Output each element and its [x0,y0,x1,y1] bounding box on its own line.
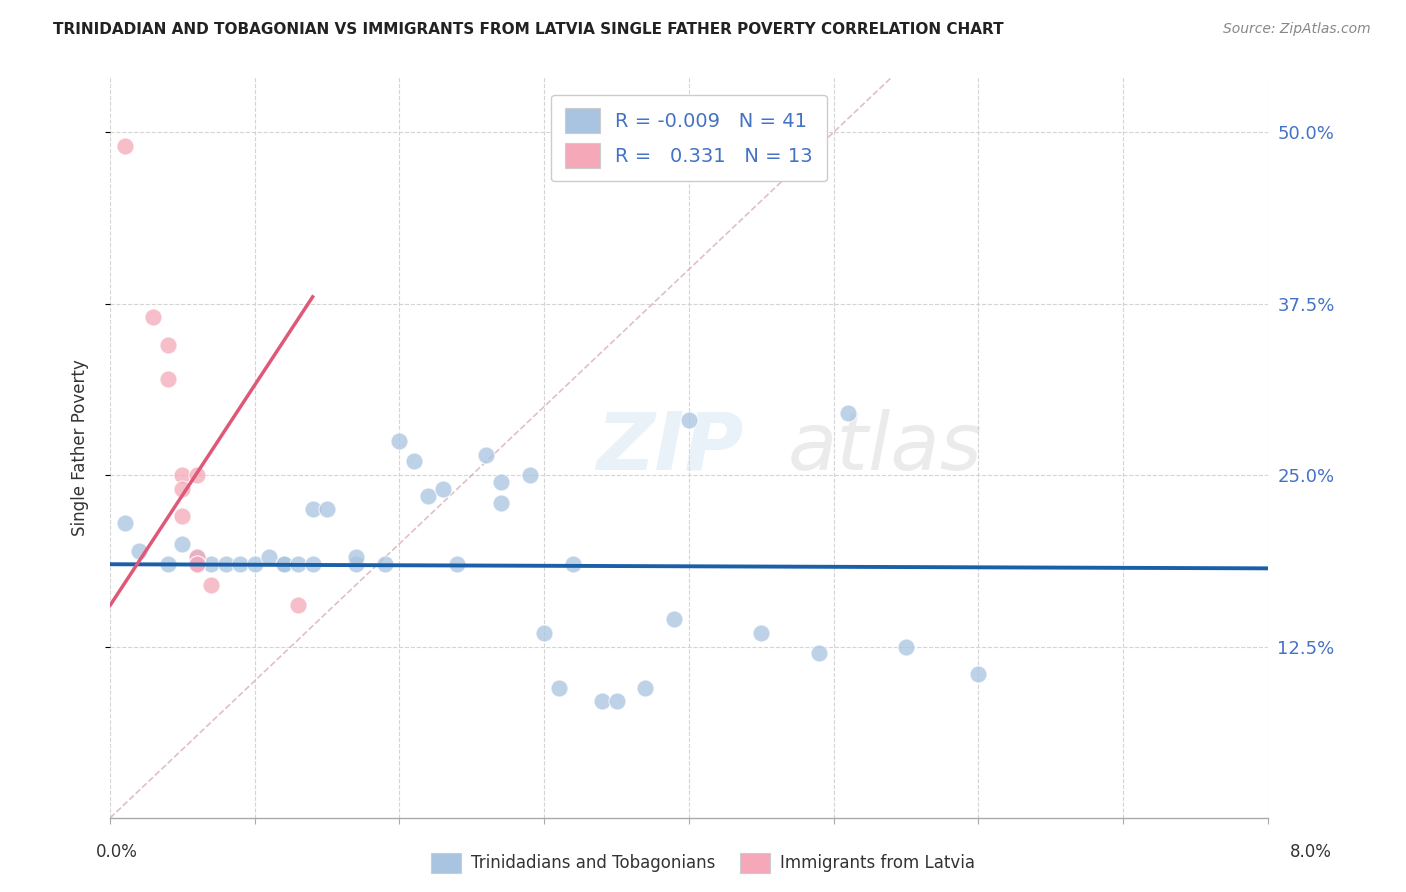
Point [301,558,323,572]
Point [547,681,569,695]
Text: 8.0%: 8.0% [1289,843,1331,861]
Point [186,468,208,483]
Point [156,558,179,572]
Point [634,681,657,695]
Point [808,646,831,660]
Point [114,516,136,530]
Point [605,694,627,708]
Point [344,550,367,565]
Point [200,558,222,572]
Point [172,482,194,496]
Legend: R = -0.009   N = 41, R =   0.331   N = 13: R = -0.009 N = 41, R = 0.331 N = 13 [551,95,827,181]
Point [128,543,150,558]
Point [287,558,309,572]
Point [215,558,238,572]
Point [967,667,990,681]
Point [489,495,512,509]
Text: TRINIDADIAN AND TOBAGONIAN VS IMMIGRANTS FROM LATVIA SINGLE FATHER POVERTY CORRE: TRINIDADIAN AND TOBAGONIAN VS IMMIGRANTS… [53,22,1004,37]
Point [186,558,208,572]
Point [749,625,772,640]
Point [273,558,295,572]
Point [894,640,917,654]
Point [200,578,222,592]
Point [156,338,179,352]
Point [388,434,411,448]
Point [301,502,323,516]
Point [257,550,280,565]
Point [156,372,179,386]
Point [229,558,252,572]
Text: Source: ZipAtlas.com: Source: ZipAtlas.com [1223,22,1371,37]
Point [664,612,686,626]
Point [172,468,194,483]
Point [243,558,266,572]
Y-axis label: Single Father Poverty: Single Father Poverty [72,359,89,536]
Point [287,599,309,613]
Point [186,550,208,565]
Point [172,509,194,524]
Point [432,482,454,496]
Point [374,558,396,572]
Point [837,406,859,420]
Point [489,475,512,489]
Point [533,625,555,640]
Point [475,448,498,462]
Point [273,558,295,572]
Text: ZIP: ZIP [596,409,744,487]
Point [519,468,541,483]
Point [562,558,585,572]
Point [678,413,700,427]
Point [172,536,194,550]
Point [186,550,208,565]
Point [142,310,165,325]
Point [591,694,613,708]
Point [186,558,208,572]
Point [316,502,339,516]
Legend: Trinidadians and Tobagonians, Immigrants from Latvia: Trinidadians and Tobagonians, Immigrants… [425,847,981,880]
Point [344,558,367,572]
Text: atlas: atlas [787,409,981,487]
Point [402,454,425,468]
Point [418,489,440,503]
Text: 0.0%: 0.0% [96,843,138,861]
Point [114,139,136,153]
Point [446,558,468,572]
